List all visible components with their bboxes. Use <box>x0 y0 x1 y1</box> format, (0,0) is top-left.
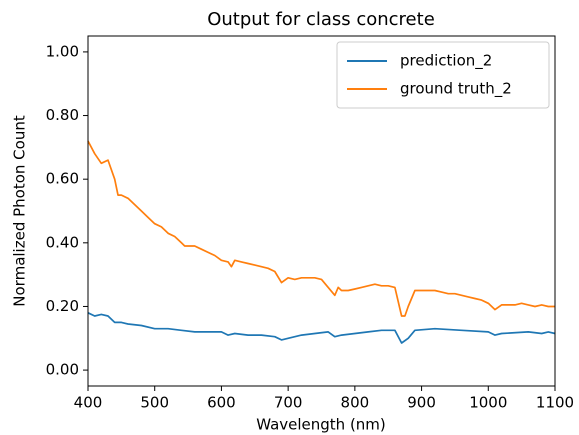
chart-title: Output for class concrete <box>207 9 435 30</box>
x-tick-label: 700 <box>274 394 303 412</box>
y-tick-label: 0.80 <box>46 106 79 124</box>
legend-label: ground truth_2 <box>400 80 512 99</box>
x-tick-label: 900 <box>407 394 436 412</box>
x-axis-label: Wavelength (nm) <box>256 416 386 434</box>
y-axis-label: Normalized Photon Count <box>11 115 29 307</box>
x-tick-label: 800 <box>341 394 370 412</box>
y-tick-label: 0.00 <box>46 361 79 379</box>
y-tick-label: 1.00 <box>46 42 79 60</box>
y-tick-label: 0.60 <box>46 170 79 188</box>
x-tick-label: 500 <box>140 394 169 412</box>
legend-box <box>336 41 550 109</box>
y-tick-label: 0.40 <box>46 233 79 251</box>
data-line <box>87 140 555 317</box>
x-tick-label: 1100 <box>536 394 574 412</box>
x-tick-label: 1000 <box>469 394 507 412</box>
x-tick-label: 600 <box>207 394 236 412</box>
x-tick-label: 400 <box>74 394 103 412</box>
data-line <box>87 312 556 344</box>
legend-label: prediction_2 <box>400 52 492 71</box>
plot-frame <box>87 35 556 387</box>
y-tick-label: 0.20 <box>46 297 79 315</box>
